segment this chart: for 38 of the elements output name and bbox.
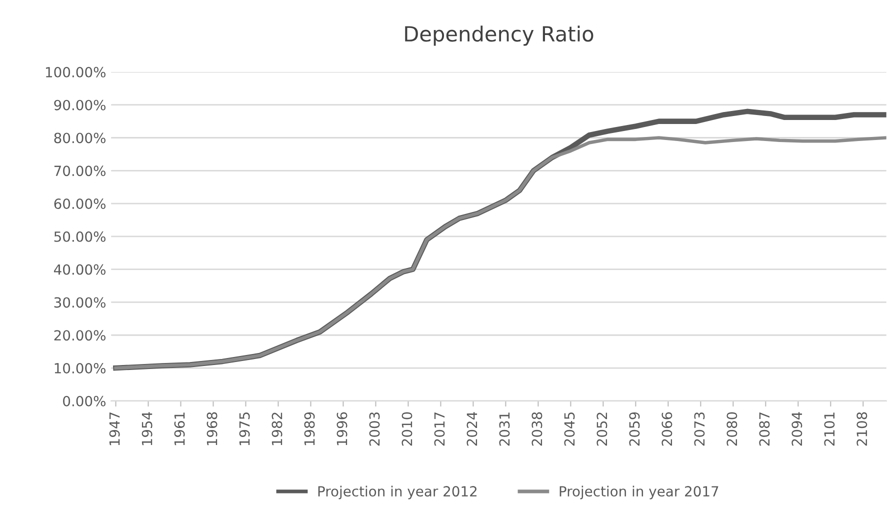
x-tick-label: 2038 <box>532 412 542 446</box>
y-tick-label: 80.00% <box>54 132 106 144</box>
x-tick-label: 2094 <box>792 412 802 446</box>
x-tick-label: 1954 <box>142 412 152 446</box>
x-tick-label: 2017 <box>434 412 445 446</box>
y-tick-label: 40.00% <box>54 264 106 275</box>
y-tick-label: 0.00% <box>63 396 106 406</box>
x-tick-label: 1989 <box>304 412 315 446</box>
chart-title: Dependency Ratio <box>405 26 594 46</box>
x-tick-label: 2052 <box>596 412 608 446</box>
y-tick-label: 100.00% <box>46 66 106 78</box>
x-tick-label: 2045 <box>564 412 575 446</box>
y-tick-label: 70.00% <box>54 166 106 176</box>
x-tick-label: 1982 <box>272 412 282 446</box>
x-tick-label: 2080 <box>726 412 738 446</box>
x-tick-label: 1961 <box>174 412 185 446</box>
y-tick-label: 10.00% <box>54 362 106 374</box>
legend-label: Projection in year 2017 <box>560 486 718 500</box>
x-tick-label: 1975 <box>239 412 250 446</box>
y-tick-label: 30.00% <box>54 297 106 308</box>
x-tick-label: 2031 <box>499 412 510 446</box>
y-tick-label: 90.00% <box>54 100 106 110</box>
x-tick-label: 1996 <box>336 412 348 446</box>
x-tick-label: 2073 <box>694 412 705 446</box>
x-tick-label: 2087 <box>759 412 770 446</box>
y-tick-label: 20.00% <box>54 330 106 341</box>
x-tick-label: 2059 <box>629 412 640 446</box>
x-tick-label: 2010 <box>402 412 412 446</box>
y-tick-label: 60.00% <box>54 198 106 210</box>
legend-label: Projection in year 2012 <box>318 486 477 500</box>
x-tick-label: 1968 <box>206 412 218 446</box>
y-tick-label: 50.00% <box>54 231 106 242</box>
x-tick-label: 2101 <box>824 412 835 446</box>
x-tick-label: 2108 <box>856 412 868 446</box>
x-tick-label: 1947 <box>109 412 120 446</box>
x-tick-label: 2003 <box>369 412 380 446</box>
x-tick-label: 2066 <box>662 412 672 446</box>
x-tick-label: 2024 <box>466 412 478 446</box>
